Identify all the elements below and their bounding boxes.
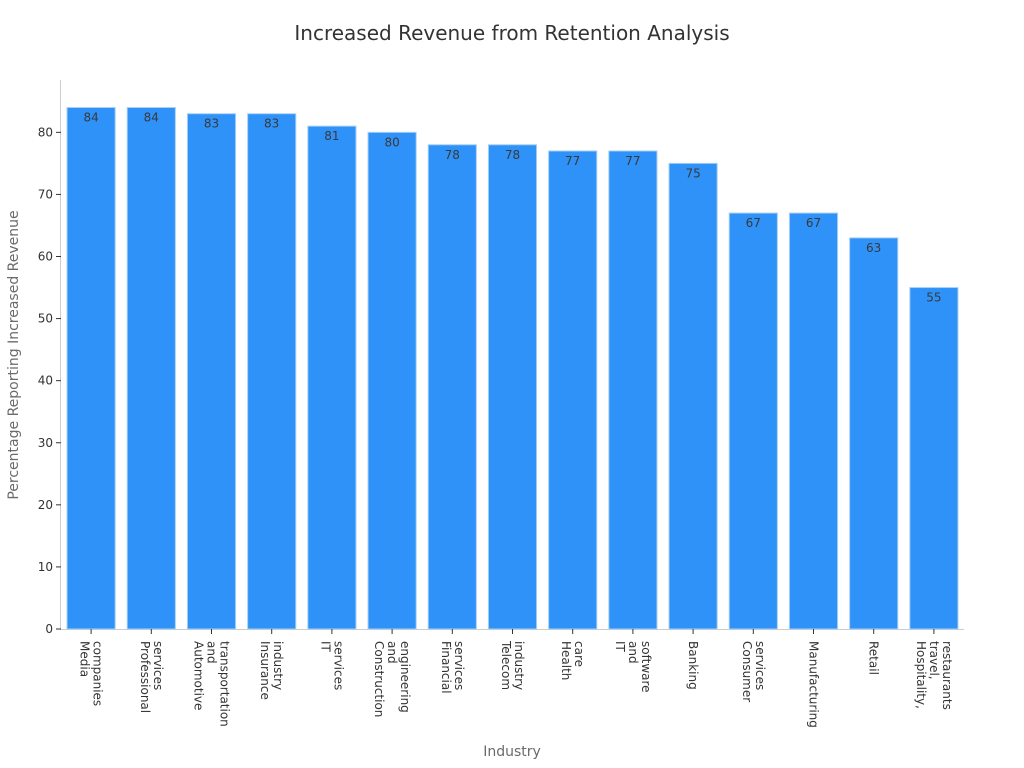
- bar-value-label: 77: [625, 154, 640, 168]
- x-category-label: ITservices: [318, 641, 345, 690]
- x-category-label: Banking: [686, 641, 700, 690]
- x-category-label: Hospitality,travel,restaurants: [914, 641, 954, 710]
- bar-value-label: 81: [324, 129, 339, 143]
- x-category-label: Constructionandengineering: [372, 641, 412, 717]
- x-category-label: Mediacompanies: [78, 641, 105, 706]
- y-tick-label: 20: [38, 498, 53, 512]
- y-tick-label: 50: [38, 312, 53, 326]
- bar: [367, 131, 417, 630]
- bar-value-label: 67: [746, 216, 761, 230]
- bar-value-label: 75: [685, 166, 700, 180]
- x-category-label: Automotiveandtransportation: [192, 641, 232, 727]
- bar: [427, 144, 477, 630]
- x-category-label: Telecomindustry: [499, 640, 526, 690]
- y-axis-ticks: 0 10 20 30 40 50 60 70 80: [38, 125, 61, 636]
- x-category-label: ITandsoftware: [613, 641, 653, 693]
- bars-group: [66, 107, 959, 630]
- y-tick-label: 80: [38, 125, 53, 139]
- bar: [548, 150, 598, 630]
- y-axis-label: Percentage Reporting Increased Revenue: [6, 210, 22, 499]
- bar: [668, 162, 718, 630]
- bar-value-label: 67: [806, 216, 821, 230]
- bar: [728, 212, 778, 630]
- bar: [608, 150, 658, 630]
- bar: [487, 144, 538, 630]
- bar: [126, 107, 176, 630]
- x-category-label: Healthcare: [559, 641, 586, 680]
- chart-title: Increased Revenue from Retention Analysi…: [294, 21, 729, 45]
- x-axis-label: Industry: [483, 744, 541, 760]
- x-category-label: Financialservices: [439, 641, 466, 694]
- y-tick-label: 10: [38, 560, 53, 574]
- x-axis-ticks: Mediacompanies Professionalservices Automo…: [78, 629, 954, 728]
- bar: [186, 113, 237, 630]
- bar: [909, 287, 959, 630]
- y-tick-label: 30: [38, 436, 53, 450]
- bar: [788, 212, 839, 630]
- y-tick-label: 70: [38, 187, 53, 201]
- y-tick-label: 60: [38, 250, 53, 264]
- bar-value-label: 78: [445, 148, 460, 162]
- bar: [849, 237, 899, 630]
- bar: [247, 113, 297, 630]
- x-category-label: Professionalservices: [138, 641, 165, 713]
- bar-value-label: 84: [144, 111, 159, 125]
- x-category-label: Consumerservices: [740, 641, 767, 702]
- y-tick-label: 0: [45, 622, 53, 636]
- bar-value-label: 63: [866, 241, 881, 255]
- bar-value-label: 77: [565, 154, 580, 168]
- x-category-label: Retail: [867, 641, 881, 675]
- data-labels-group: 84 84 83 83 81 80 78 78 77 77 75 67 67 63 55: [83, 111, 941, 305]
- x-category-label: Manufacturing: [807, 641, 821, 728]
- bar-value-label: 83: [204, 117, 219, 131]
- bar: [307, 125, 357, 630]
- x-category-label: Insuranceindustry: [258, 641, 285, 700]
- y-tick-label: 40: [38, 374, 53, 388]
- bar-value-label: 55: [926, 291, 941, 305]
- bar-value-label: 78: [505, 148, 520, 162]
- bar-value-label: 83: [264, 117, 279, 131]
- bar-value-label: 84: [83, 111, 98, 125]
- bar-value-label: 80: [384, 135, 399, 149]
- bar: [66, 107, 116, 630]
